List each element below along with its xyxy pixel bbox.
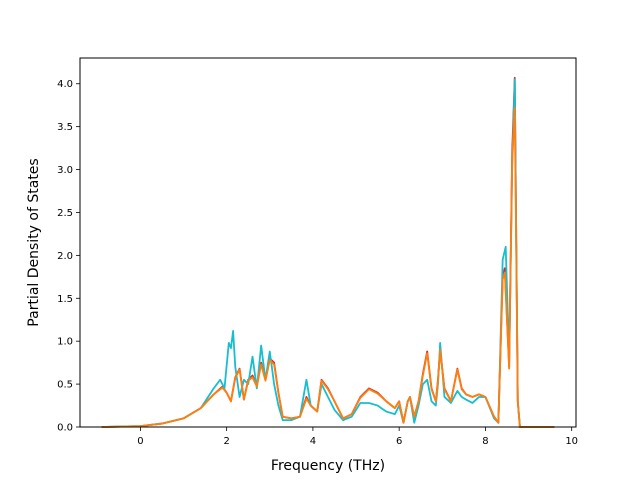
x-tick-label: 8 bbox=[482, 436, 488, 447]
y-axis-label: Partial Density of States bbox=[26, 158, 42, 326]
y-tick-label: 2.5 bbox=[57, 208, 73, 219]
x-tick-label: 4 bbox=[310, 436, 316, 447]
y-axis-ticks: 0.0 0.5 1.0 1.5 2.0 2.5 3.0 3.5 4.0 bbox=[57, 79, 80, 434]
series-line-3 bbox=[101, 106, 555, 428]
y-tick-label: 3.5 bbox=[57, 122, 73, 133]
x-axis-ticks: 0 2 4 6 8 10 bbox=[137, 427, 578, 447]
plot-frame bbox=[79, 57, 577, 428]
y-tick-label: 1.0 bbox=[57, 337, 73, 348]
x-tick-label: 0 bbox=[137, 436, 143, 447]
series-line-1 bbox=[101, 76, 555, 428]
x-tick-label: 2 bbox=[223, 436, 229, 447]
x-axis-label: Frequency (THz) bbox=[271, 458, 385, 474]
x-tick-label: 10 bbox=[565, 436, 578, 447]
y-tick-label: 3.0 bbox=[57, 165, 73, 176]
x-tick-label: 6 bbox=[396, 436, 402, 447]
series-line-2 bbox=[101, 78, 555, 428]
series-layer bbox=[101, 76, 555, 428]
y-tick-label: 2.0 bbox=[57, 251, 73, 262]
y-tick-label: 1.5 bbox=[57, 294, 73, 305]
y-tick-label: 0.0 bbox=[57, 423, 73, 434]
y-tick-label: 0.5 bbox=[57, 380, 73, 391]
y-tick-label: 4.0 bbox=[57, 79, 73, 90]
